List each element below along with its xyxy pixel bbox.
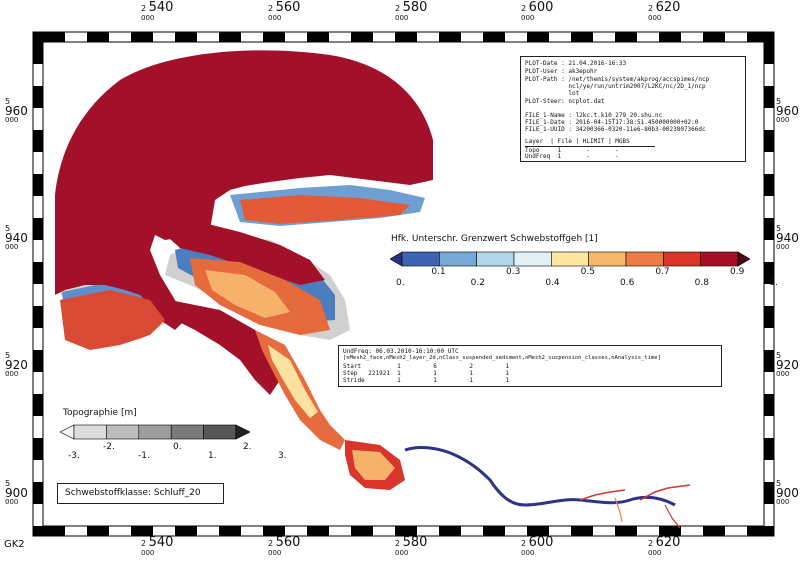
layer-row-undfreq: UndFreq 1 - -: [525, 153, 619, 160]
tidal-flat: [240, 195, 410, 224]
y-tick-label: 5 920 000: [776, 351, 799, 378]
y-tick-label: 5 960 000: [776, 97, 799, 124]
topography-tick-label: -1.: [137, 451, 150, 461]
colorbar-tick-label: 0.8: [694, 278, 709, 288]
topography-tick-label: 0.: [172, 442, 182, 452]
topography-bin: [138, 424, 172, 440]
river-branch: [664, 504, 681, 529]
undfreq-step: Step 221921 1 1 1 1: [343, 370, 510, 377]
coordinate-system-label: GK2: [4, 539, 25, 550]
undfreq-time: UndFreq: 06.03.2010-16:10:00 UTC: [343, 348, 459, 355]
x-tick-label: 2 560 000: [268, 535, 301, 558]
colorbar-tick-label: 0.2: [470, 278, 485, 288]
y-tick-label: 5 940 000: [776, 224, 799, 251]
tidal-flat: [60, 290, 165, 350]
undfreq-dimensions: [nMesh2_face,nMesh2_layer_2d,nClass_susp…: [343, 355, 661, 361]
topography-tick-label: -2.: [102, 442, 115, 452]
x-tick-label: 2 540 000: [141, 535, 174, 558]
topography-bin: [203, 424, 237, 440]
topography-colorbar: [60, 424, 250, 440]
topography-bin: [73, 424, 107, 440]
undfreq-start: Start 1 6 2 1: [343, 363, 510, 370]
x-tick-label: 2 600 000: [521, 535, 554, 558]
x-tick-label: 2 580 000: [395, 0, 428, 23]
colorbar-tick-label: 0.: [396, 278, 405, 288]
file-date: FILE_1-Date : 2016-04-15T17:38:51.450000…: [525, 119, 699, 126]
undfreq-info-box: UndFreq: 06.03.2010-16:10:00 UTC [nMesh2…: [338, 345, 722, 387]
river-mouth: [268, 345, 318, 418]
colorbar-tick-label: 0.6: [620, 278, 635, 288]
plot-info-box: PLOT-Date : 21.04.2016-16:33 PLOT-User :…: [520, 56, 746, 162]
undfreq-stride: Stride 1 1 1 1: [343, 377, 510, 384]
topography-high-arrow: [235, 424, 250, 440]
file-uuid: FILE_1-UUID : 34200366-0320-11e6-80b3-00…: [525, 126, 706, 133]
colorbar-bin: [625, 251, 664, 267]
colorbar-bin: [513, 251, 552, 267]
x-tick-label: 2 580 000: [395, 535, 428, 558]
plot-path-cont: ncl/ye/run/untrim2007/L2KC/nc/2D_1/ncp: [525, 83, 706, 90]
tidal-flat: [205, 270, 290, 318]
x-tick-label: 2 620 000: [648, 0, 681, 23]
colorbar-tick-label: 0.9: [730, 267, 745, 277]
topography-title: Topographie [m]: [63, 408, 137, 418]
estuary-channel: [170, 300, 280, 395]
x-tick-label: 2 620 000: [648, 535, 681, 558]
colorbar-tick-label: 0.5: [580, 267, 595, 277]
x-tick-label: 2 560 000: [268, 0, 301, 23]
colorbar-tick-label: 0.3: [506, 267, 521, 277]
topography-tick-label: 3.: [277, 451, 287, 461]
layer-table-header: Layer | File | HLIMIT | MGBS: [525, 138, 630, 145]
plot-steer: PLOT-Steer: ncplot.dat: [525, 98, 605, 105]
colorbar-bin: [401, 251, 440, 267]
sediment-class-label: Schwebstoffklasse: Schluff_20: [65, 488, 201, 498]
river-line: [404, 446, 676, 507]
plot-date: PLOT-Date : 21.04.2016-16:33: [525, 60, 627, 67]
sediment-class-box: Schwebstoffklasse: Schluff_20: [57, 483, 224, 504]
y-tick-label: 5 900 000: [5, 479, 28, 506]
topography-bin: [106, 424, 140, 440]
colorbar-bin: [700, 251, 739, 267]
estuary-channel: [160, 222, 325, 285]
river-branch: [614, 497, 623, 523]
colorbar-title: Hfk. Unterschr. Grenzwert Schwebstoffgeh…: [391, 234, 598, 244]
map-area: [55, 50, 691, 529]
topography-tick-label: -3.: [68, 451, 80, 461]
topography-tick-label: 1.: [207, 451, 217, 461]
topography-tick-label: 2.: [242, 442, 252, 452]
colorbar-bin: [551, 251, 589, 267]
x-tick-label: 2 540 000: [141, 0, 174, 23]
colorbar: [390, 251, 750, 267]
harbour-basin: [352, 450, 395, 480]
colorbar-bin: [476, 251, 515, 267]
plot-path-cont2: lot: [525, 90, 580, 97]
colorbar-low-arrow: [390, 251, 403, 267]
colorbar-tick-label: 1.: [769, 278, 778, 288]
table-rule: [525, 146, 655, 147]
y-tick-label: 5 960 000: [5, 97, 28, 124]
y-tick-label: 5 900 000: [776, 479, 799, 506]
colorbar-high-arrow: [737, 251, 750, 267]
file-name: FILE_1-Name : l2kc.t.k10_279_20.shu.nc: [525, 112, 663, 119]
colorbar-bin: [588, 251, 627, 267]
frame-border-checkers: [33, 32, 774, 536]
colorbar-bin: [663, 251, 701, 267]
topography-bin: [170, 424, 204, 440]
colorbar-bin: [439, 251, 477, 267]
layer-row-topo: Topo 1 - -: [525, 147, 619, 154]
river-branch: [639, 484, 691, 501]
plot-path: PLOT-Path : /net/themis/system/akprog/ac…: [525, 76, 710, 83]
colorbar-tick-label: 0.7: [655, 267, 670, 277]
y-tick-label: 5 940 000: [5, 224, 28, 251]
colorbar-tick-label: 0.4: [545, 278, 560, 288]
river-branch: [579, 489, 626, 501]
y-tick-label: 5 920 000: [5, 351, 28, 378]
colorbar-tick-label: 0.1: [431, 267, 446, 277]
x-tick-label: 2 600 000: [521, 0, 554, 23]
topography-low-arrow: [60, 424, 75, 440]
sea-area: [55, 50, 433, 331]
plot-user: PLOT-User : ak3epohr: [525, 68, 598, 75]
